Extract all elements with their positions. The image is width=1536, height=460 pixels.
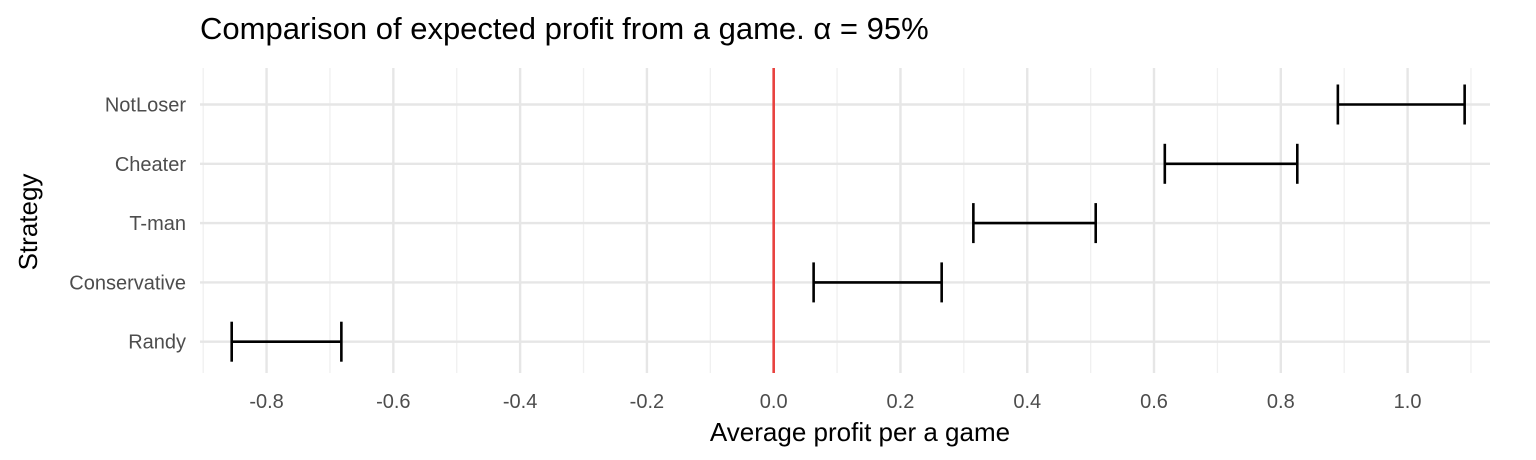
x-tick-label: 0.6 [1140, 391, 1168, 413]
errorbar-conservative [812, 262, 943, 303]
x-tick-label: 0.2 [887, 391, 915, 413]
chart-title: Comparison of expected profit from a gam… [200, 11, 929, 46]
y-axis-title: Strategy [13, 174, 43, 271]
x-tick-label: 0.0 [760, 391, 788, 413]
x-axis-title: Average profit per a game [710, 417, 1010, 447]
y-axis-tick-labels: NotLoser Cheater T-man Conservative Randy [69, 95, 186, 354]
x-tick-label: 0.4 [1013, 391, 1041, 413]
y-tick-label: Randy [128, 332, 186, 354]
x-tick-label: -0.4 [503, 391, 537, 413]
errorbar-cheater [1163, 143, 1299, 184]
y-tick-label: Cheater [115, 154, 186, 176]
x-tick-label: -0.8 [249, 391, 283, 413]
x-tick-label: -0.6 [376, 391, 410, 413]
y-tick-label: Conservative [69, 272, 186, 294]
x-tick-label: 0.8 [1267, 391, 1295, 413]
x-tick-label: 1.0 [1394, 391, 1422, 413]
y-tick-label: NotLoser [105, 95, 186, 117]
errorbar-notloser [1336, 84, 1466, 125]
x-tick-label: -0.2 [630, 391, 664, 413]
y-tick-label: T-man [129, 213, 186, 235]
error-bars [230, 84, 1466, 362]
errorbar-randy [230, 321, 343, 362]
gridlines [200, 68, 1490, 373]
errorbar-t-man [972, 203, 1098, 244]
x-axis-tick-labels: -0.8 -0.6 -0.4 -0.2 0.0 0.2 0.4 0.6 0.8 1.0 [249, 391, 1421, 413]
